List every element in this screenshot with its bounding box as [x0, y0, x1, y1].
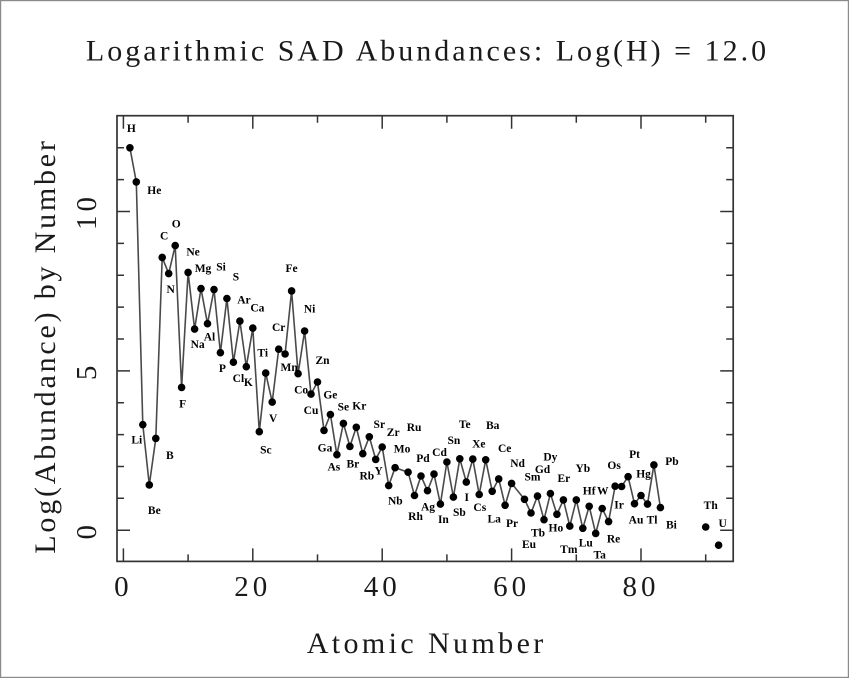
svg-text:La: La	[487, 513, 501, 525]
svg-text:Na: Na	[191, 339, 205, 351]
svg-text:Gd: Gd	[535, 464, 551, 476]
svg-text:Li: Li	[131, 435, 143, 447]
svg-text:Pt: Pt	[629, 449, 640, 461]
svg-text:Nb: Nb	[388, 496, 403, 508]
svg-text:Mo: Mo	[394, 444, 411, 456]
svg-text:Bi: Bi	[666, 520, 678, 532]
svg-text:Cs: Cs	[473, 502, 486, 514]
svg-text:Ta: Ta	[594, 549, 607, 561]
svg-text:0: 0	[114, 571, 133, 603]
svg-text:Cl: Cl	[233, 373, 245, 385]
svg-text:Xe: Xe	[472, 439, 485, 451]
svg-text:Se: Se	[338, 401, 350, 413]
svg-text:Zn: Zn	[315, 355, 330, 367]
svg-text:40: 40	[364, 571, 401, 603]
svg-text:Mg: Mg	[195, 263, 212, 275]
svg-text:Co: Co	[294, 385, 308, 397]
svg-text:C: C	[160, 230, 168, 242]
svg-text:Mn: Mn	[280, 362, 298, 374]
svg-text:N: N	[167, 284, 176, 296]
svg-text:Eu: Eu	[522, 539, 537, 551]
svg-text:Y: Y	[375, 465, 384, 477]
svg-text:Rh: Rh	[408, 511, 423, 523]
svg-text:I: I	[465, 492, 470, 504]
svg-text:Logarithmic SAD Abundances: Lo: Logarithmic SAD Abundances: Log(H) = 12.…	[86, 35, 769, 68]
svg-text:Ce: Ce	[498, 443, 511, 455]
svg-text:Log(Abundance) by Number: Log(Abundance) by Number	[29, 138, 62, 553]
svg-text:V: V	[269, 413, 278, 425]
svg-text:20: 20	[234, 571, 271, 603]
svg-text:He: He	[147, 185, 161, 197]
svg-text:Yb: Yb	[575, 463, 590, 475]
svg-text:Tb: Tb	[531, 528, 545, 540]
svg-text:Kr: Kr	[352, 400, 366, 412]
svg-text:Nd: Nd	[510, 458, 525, 470]
svg-text:Rb: Rb	[359, 471, 374, 483]
svg-text:Cu: Cu	[304, 405, 319, 417]
svg-text:80: 80	[623, 571, 660, 603]
svg-text:F: F	[179, 398, 186, 410]
svg-text:Sr: Sr	[374, 419, 386, 431]
svg-text:K: K	[244, 377, 253, 389]
svg-text:Cr: Cr	[272, 322, 285, 334]
svg-text:Al: Al	[204, 332, 216, 344]
svg-text:Ag: Ag	[421, 502, 435, 514]
svg-text:60: 60	[493, 571, 530, 603]
svg-text:Br: Br	[347, 458, 360, 470]
svg-text:Te: Te	[459, 419, 471, 431]
svg-text:Atomic Number: Atomic Number	[307, 627, 547, 660]
svg-text:Cd: Cd	[432, 447, 447, 459]
svg-text:Ba: Ba	[486, 420, 500, 432]
svg-text:Hg: Hg	[636, 469, 651, 481]
svg-text:Hf: Hf	[583, 485, 596, 497]
svg-text:H: H	[127, 123, 136, 135]
svg-text:Sn: Sn	[448, 435, 461, 447]
svg-text:Pr: Pr	[506, 518, 518, 530]
svg-text:P: P	[219, 363, 226, 375]
svg-text:Pb: Pb	[665, 456, 678, 468]
svg-text:Ga: Ga	[318, 442, 333, 454]
svg-text:Be: Be	[148, 505, 161, 517]
svg-text:Th: Th	[704, 500, 719, 512]
svg-text:O: O	[172, 219, 181, 231]
svg-text:Zr: Zr	[387, 427, 400, 439]
svg-text:Tm: Tm	[560, 544, 578, 556]
svg-text:Sm: Sm	[525, 471, 541, 483]
svg-text:10: 10	[71, 193, 103, 230]
svg-text:Ca: Ca	[250, 302, 264, 314]
svg-text:Ir: Ir	[614, 500, 624, 512]
svg-text:W: W	[597, 486, 609, 498]
svg-text:U: U	[718, 518, 727, 530]
svg-text:Sb: Sb	[453, 507, 466, 519]
svg-text:Ti: Ti	[257, 348, 268, 360]
svg-text:0: 0	[71, 521, 103, 540]
svg-text:Pd: Pd	[416, 453, 430, 465]
svg-text:Dy: Dy	[543, 452, 557, 464]
svg-text:B: B	[166, 450, 174, 462]
svg-text:Tl: Tl	[647, 515, 658, 527]
svg-text:Ar: Ar	[237, 295, 250, 307]
svg-text:Sc: Sc	[260, 445, 272, 457]
svg-text:Re: Re	[607, 534, 620, 546]
svg-text:Ru: Ru	[407, 422, 422, 434]
svg-text:Ho: Ho	[549, 522, 564, 534]
svg-text:Ge: Ge	[323, 390, 337, 402]
svg-text:S: S	[233, 272, 239, 284]
svg-text:In: In	[438, 514, 449, 526]
svg-text:Lu: Lu	[579, 537, 594, 549]
svg-text:Fe: Fe	[286, 263, 298, 275]
svg-text:Os: Os	[607, 460, 621, 472]
svg-text:Ne: Ne	[186, 246, 199, 258]
svg-text:Au: Au	[629, 515, 644, 527]
svg-text:5: 5	[71, 362, 103, 381]
svg-text:Er: Er	[558, 473, 571, 485]
svg-text:Si: Si	[216, 262, 226, 274]
svg-text:Ni: Ni	[304, 304, 316, 316]
svg-text:As: As	[328, 462, 341, 474]
